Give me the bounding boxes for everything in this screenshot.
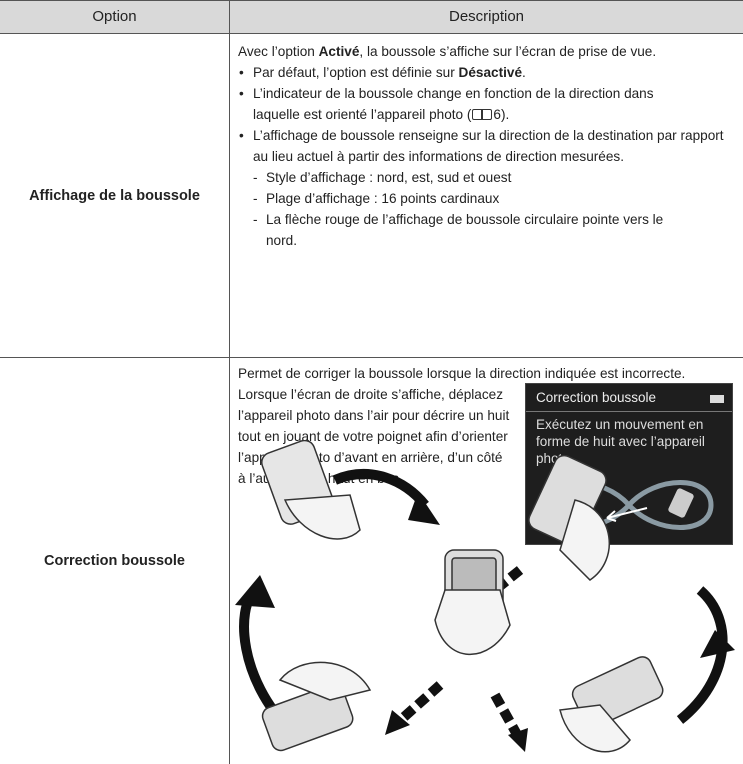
text-bold: Activé <box>318 44 360 59</box>
arrowhead <box>508 728 528 752</box>
arrowhead <box>235 575 275 608</box>
text: . <box>522 65 526 80</box>
text: Avec l’option <box>238 44 319 59</box>
hand <box>434 589 511 656</box>
hand <box>559 704 631 753</box>
text: L’affichage de boussole renseigne sur la… <box>253 128 724 164</box>
divider <box>526 411 732 412</box>
hand <box>559 499 611 581</box>
paragraph: Avec l’option Activé, la boussole s’affi… <box>238 41 738 62</box>
battery-icon <box>710 395 724 403</box>
bullet: L’indicateur de la boussole change en fo… <box>238 83 703 125</box>
sub-item: Style d’affichage : nord, est, sud et ou… <box>238 167 738 188</box>
bullet: L’affichage de boussole renseigne sur la… <box>238 125 733 167</box>
rule <box>0 0 743 1</box>
screen-message: Exécutez un mouvement en forme de huit a… <box>536 417 705 466</box>
bullet: Par défaut, l’option est définie sur Dés… <box>238 62 738 83</box>
arrowhead <box>385 710 410 735</box>
arrow <box>606 507 648 522</box>
arrowhead <box>408 492 440 525</box>
camera <box>668 488 694 518</box>
option-label: Affichage de la boussole <box>29 187 200 204</box>
arrowhead <box>700 630 735 658</box>
sub-item: La flèche rouge de l’affichage de bousso… <box>238 209 691 251</box>
illustration <box>235 440 735 753</box>
description: Permet de corriger la boussole lorsque l… <box>238 366 686 381</box>
header-option: Option <box>0 0 229 33</box>
text: Par défaut, l’option est définie sur <box>253 65 459 80</box>
arrow <box>391 681 444 729</box>
screen-title: Correction boussole <box>536 390 657 405</box>
arrow <box>676 586 728 724</box>
text: , la boussole s’affiche sur l’écran de p… <box>359 44 657 59</box>
book-icon <box>472 109 493 120</box>
option-label: Correction boussole <box>44 553 185 569</box>
description: Avec l’option Activé, la boussole s’affi… <box>238 41 738 251</box>
text: L’indicateur de la boussole change en fo… <box>253 86 654 122</box>
rule <box>0 33 743 34</box>
camera-hand <box>261 683 354 752</box>
text-bold: Désactivé <box>458 65 523 80</box>
column-divider <box>229 0 230 764</box>
hand <box>278 661 372 701</box>
header-description: Description <box>230 0 743 33</box>
text: 6). <box>493 107 510 122</box>
hand <box>283 494 361 540</box>
sub-item: Plage d’affichage : 16 points cardinaux <box>238 188 738 209</box>
rule <box>0 357 743 358</box>
